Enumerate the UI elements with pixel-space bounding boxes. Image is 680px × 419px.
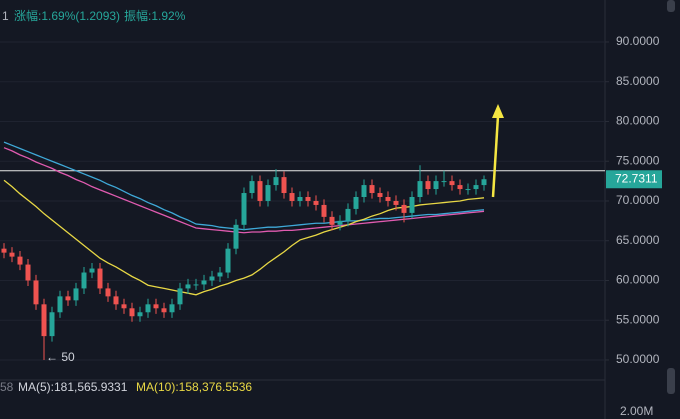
- candle-body: [393, 200, 399, 205]
- candle-body: [457, 185, 463, 190]
- y-tick-label: 65.0000: [616, 233, 660, 247]
- volume-tick-label: 2.00M: [620, 404, 653, 418]
- candle-body: [297, 196, 303, 201]
- candle-body: [113, 296, 119, 305]
- candle-body: [241, 193, 247, 225]
- candle-body: [201, 280, 207, 285]
- candle-body: [289, 193, 295, 201]
- candle-body: [65, 296, 71, 301]
- candle-body: [225, 248, 231, 273]
- candle-body: [401, 204, 407, 213]
- price-tag-label: 72.7311: [615, 171, 658, 185]
- candle-body: [185, 284, 191, 289]
- candle-body: [441, 181, 447, 183]
- candle-body: [1, 248, 7, 253]
- candle-body: [257, 181, 263, 201]
- candle-body: [473, 185, 479, 190]
- candle-body: [25, 264, 31, 281]
- candle-body: [97, 268, 103, 289]
- candle-body: [73, 288, 79, 301]
- candle-body: [57, 296, 63, 313]
- candle-body: [249, 181, 255, 194]
- header-2: 振幅:1.92%: [124, 8, 186, 23]
- candle-body: [377, 193, 383, 197]
- candle-body: [449, 181, 455, 186]
- candle-body: [425, 181, 431, 190]
- volume-legend-1: MA(5):181,565.9331: [18, 380, 128, 394]
- candle-body: [233, 224, 239, 249]
- candle-body: [153, 304, 159, 309]
- header-0: 1: [2, 9, 9, 23]
- arrow-head: [492, 104, 504, 118]
- y-tick-label: 75.0000: [616, 153, 660, 167]
- candle-body: [409, 196, 415, 213]
- candle-body: [193, 284, 199, 286]
- y-tick-label: 55.0000: [616, 312, 660, 326]
- y-tick-label: 50.0000: [616, 352, 660, 366]
- candle-body: [137, 312, 143, 317]
- header-1: 涨幅:1.69%(1.2093): [14, 8, 120, 23]
- candle-body: [145, 304, 151, 313]
- candle-body: [81, 272, 87, 289]
- candle-body: [313, 200, 319, 205]
- candle-body: [345, 208, 351, 221]
- candle-body: [321, 204, 327, 217]
- arrow-shaft: [491, 115, 500, 198]
- candle-body: [217, 272, 223, 277]
- arrow: [491, 104, 504, 198]
- y-tick-label: 90.0000: [616, 34, 660, 48]
- candle-body: [281, 177, 287, 194]
- candle-body: [417, 181, 423, 197]
- candle-body: [177, 288, 183, 305]
- candle-body: [121, 304, 127, 309]
- candle-body: [33, 280, 39, 305]
- scrollbar[interactable]: [667, 368, 675, 394]
- y-tick-label: 80.0000: [616, 114, 660, 128]
- candle-body: [209, 276, 215, 281]
- y-tick-label: 85.0000: [616, 74, 660, 88]
- volume-legend-2: MA(10):158,376.5536: [136, 380, 252, 394]
- candle-body: [41, 304, 47, 337]
- candle-body: [105, 288, 111, 297]
- candle-body: [305, 196, 311, 201]
- y-tick-label: 60.0000: [616, 273, 660, 287]
- low-annotation: ← 50: [46, 350, 75, 364]
- candle-body: [465, 189, 471, 191]
- candle-body: [9, 252, 15, 257]
- candle-body: [433, 181, 439, 190]
- candle-body: [361, 185, 367, 197]
- candle-body: [353, 196, 359, 209]
- candle-body: [273, 177, 279, 186]
- candle-body: [369, 185, 375, 194]
- y-tick-label: 70.0000: [616, 193, 660, 207]
- candle-body: [329, 216, 335, 225]
- candle-body: [385, 196, 391, 201]
- price-tag: [606, 170, 662, 189]
- scrollbar-top[interactable]: [667, 0, 675, 12]
- candle-body: [481, 179, 487, 186]
- volume-legend-0: 58: [0, 380, 14, 394]
- candle-body: [337, 220, 343, 225]
- candle-body: [265, 185, 271, 201]
- candle-body: [17, 256, 23, 265]
- candle-body: [89, 268, 95, 273]
- candle-body: [49, 312, 55, 337]
- candle-body: [129, 308, 135, 317]
- candle-body: [161, 308, 167, 313]
- candle-body: [169, 304, 175, 313]
